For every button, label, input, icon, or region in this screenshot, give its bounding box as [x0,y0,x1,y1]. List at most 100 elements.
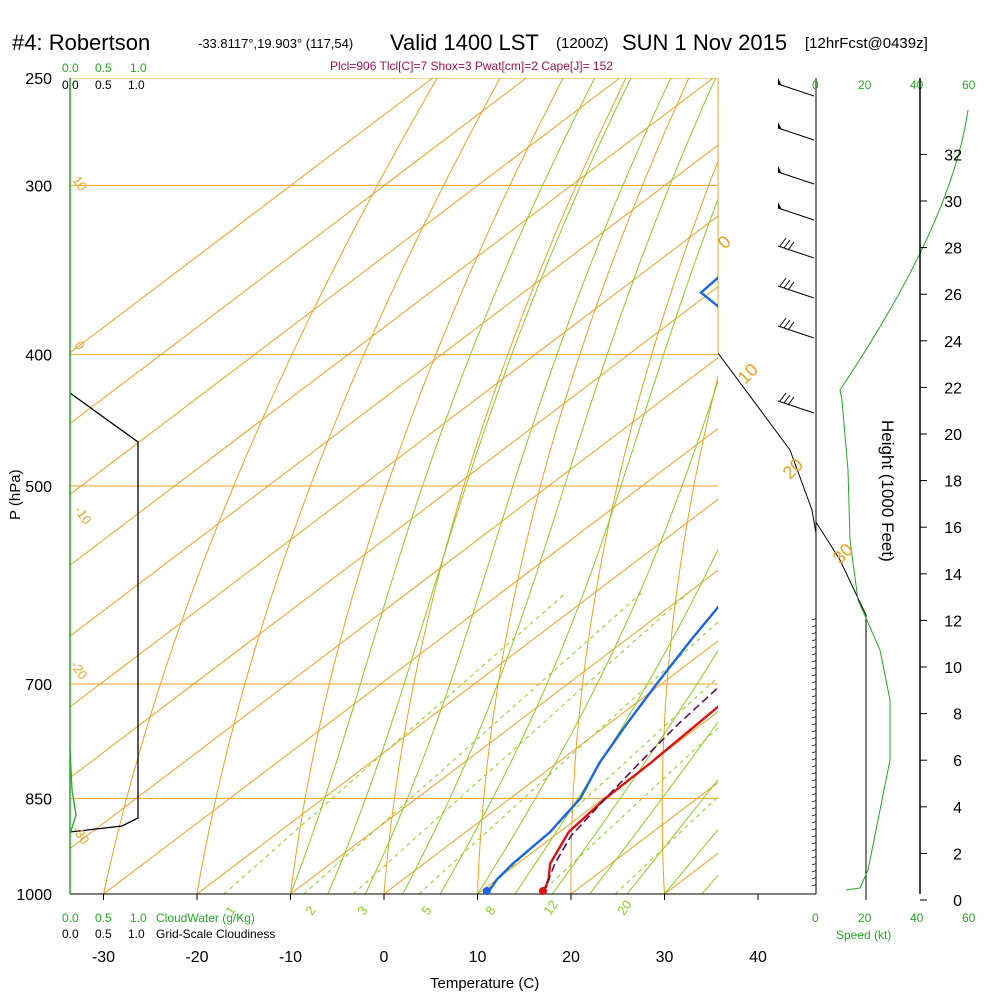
wind-barb [811,702,816,705]
height-tick-label: 12 [944,613,962,630]
pressure-tick-label: 300 [25,178,52,195]
surface-dewpoint-marker [482,887,491,895]
wind-barb [811,716,816,719]
pressure-tick-label: 1000 [16,887,52,904]
surface-temperature-marker [538,887,547,895]
svg-text:Speed (kt): Speed (kt) [836,928,891,942]
dry-adiabat-label: 10 [70,173,91,193]
dry-adiabat-label: -10 [72,503,95,527]
wind-barb [811,772,816,775]
dry-adiabat [750,78,877,894]
cloudwater-profile [69,749,77,835]
wind-barb [811,660,816,663]
height-tick-label: 28 [944,241,962,258]
parcel-profile [542,686,718,894]
wind-barb [777,171,815,185]
mixing-ratio-line [303,592,642,894]
wind-barb [811,842,816,845]
speed-legend: 0 20 40 60 Speed (kt) [812,911,976,942]
chart-grid [70,78,1000,894]
dry-adiabat [383,78,627,894]
pressure-axis-ticks: 250 300 400 500 700 850 1000 [16,71,52,904]
svg-text:20: 20 [858,78,872,92]
temperature-tick-label: -30 [92,949,115,966]
sounding-series [485,276,718,894]
moist-adiabat [589,721,718,894]
wind-barb [811,814,816,817]
moist-adiabat [626,778,718,894]
wind-barb [811,744,816,747]
wind-barb [811,807,816,810]
pressure-axis-label: P (hPa) [7,469,24,520]
isotherm-line [852,78,1000,894]
isotherm-line [70,286,718,779]
dry-adiabat-label: -20 [68,658,91,682]
height-tick-label: 2 [953,846,962,863]
moist-adiabat [327,78,632,894]
height-tick-label: 14 [944,567,962,584]
isotherm-label: 20 [779,455,807,483]
wind-speed-profile [839,109,969,891]
wind-speed-trace [815,521,867,900]
mixing-ratio-line [614,796,718,894]
pressure-tick-label: 500 [25,479,52,496]
svg-text:0: 0 [812,78,819,92]
wind-barb [811,856,816,859]
dry-adiabat [103,78,438,894]
cloudiness-legend: 0.0 0.5 1.0 Grid-Scale Cloudiness [62,927,275,941]
svg-text:60: 60 [962,911,976,925]
wind-barb [777,207,815,221]
temperature-tick-label: 0 [380,949,389,966]
isotherm-line [70,215,718,708]
svg-text:0: 0 [812,911,819,925]
wind-barb [811,821,816,824]
dry-adiabat [290,78,564,894]
wind-barb [811,737,816,740]
mixing-ratio-label: 12 [540,897,561,917]
isotherm-label: 0 [714,232,735,253]
moist-adiabat [439,197,718,894]
isotherm-line [70,78,620,496]
mixing-ratio-line [223,592,566,894]
temperature-profile [541,705,718,894]
wind-barb [777,83,815,97]
isotherm-line [70,78,527,425]
wind-barb [811,793,816,796]
zulu-time: (1200Z) [556,35,609,52]
mixing-ratio-line [352,592,689,894]
cloudwater-legend: 0.0 0.5 1.0 CloudWater (g/Kg) [62,911,255,925]
svg-text:1.0: 1.0 [128,927,145,941]
height-tick-label: 32 [944,147,962,164]
svg-text:40: 40 [910,78,924,92]
wind-barb [777,127,815,141]
wind-barb [811,835,816,838]
stability-indices: Plcl=906 Tlcl[C]=7 Shox=3 Pwat[cm]=2 Cap… [330,59,613,73]
svg-text:1.0: 1.0 [128,78,145,92]
moist-adiabat [477,380,718,894]
wind-barb [777,245,815,259]
pressure-tick-label: 250 [25,71,52,88]
temperature-tick-label: -20 [185,949,208,966]
wind-barb [811,688,816,691]
station-coords: -33.8117°,19.903° (117,54) [198,36,353,51]
wind-barb [811,618,816,621]
wind-barb [811,681,816,684]
height-tick-label: 0 [953,893,962,910]
height-tick-label: 8 [953,707,962,724]
height-tick-label: 10 [944,660,962,677]
wind-barb [811,667,816,670]
wind-barb [811,723,816,726]
wind-barb [811,695,816,698]
height-tick-label: 6 [953,753,962,770]
height-tick-label: 18 [944,474,962,491]
height-tick-label: 20 [944,427,962,444]
isotherm-line [70,357,718,850]
forecast-date: SUN 1 Nov 2015 [622,30,787,55]
wind-barb [811,800,816,803]
wind-barb [811,758,816,761]
moist-adiabat [364,78,672,894]
wind-barb-pennant [778,78,782,86]
height-tick-label: 4 [953,800,962,817]
wind-barb [811,674,816,677]
